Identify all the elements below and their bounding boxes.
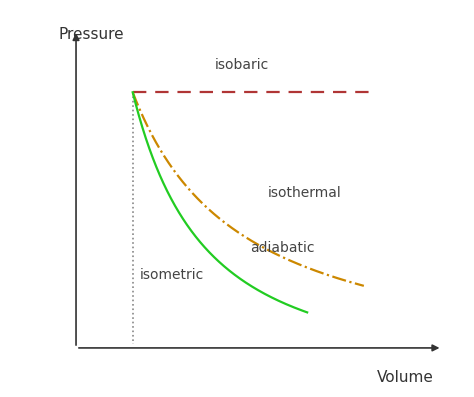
Text: isometric: isometric bbox=[139, 268, 203, 282]
Text: Volume: Volume bbox=[377, 370, 434, 385]
Text: adiabatic: adiabatic bbox=[250, 241, 315, 255]
Text: Pressure: Pressure bbox=[59, 27, 124, 42]
Text: isobaric: isobaric bbox=[215, 58, 269, 72]
Text: isothermal: isothermal bbox=[268, 186, 342, 200]
